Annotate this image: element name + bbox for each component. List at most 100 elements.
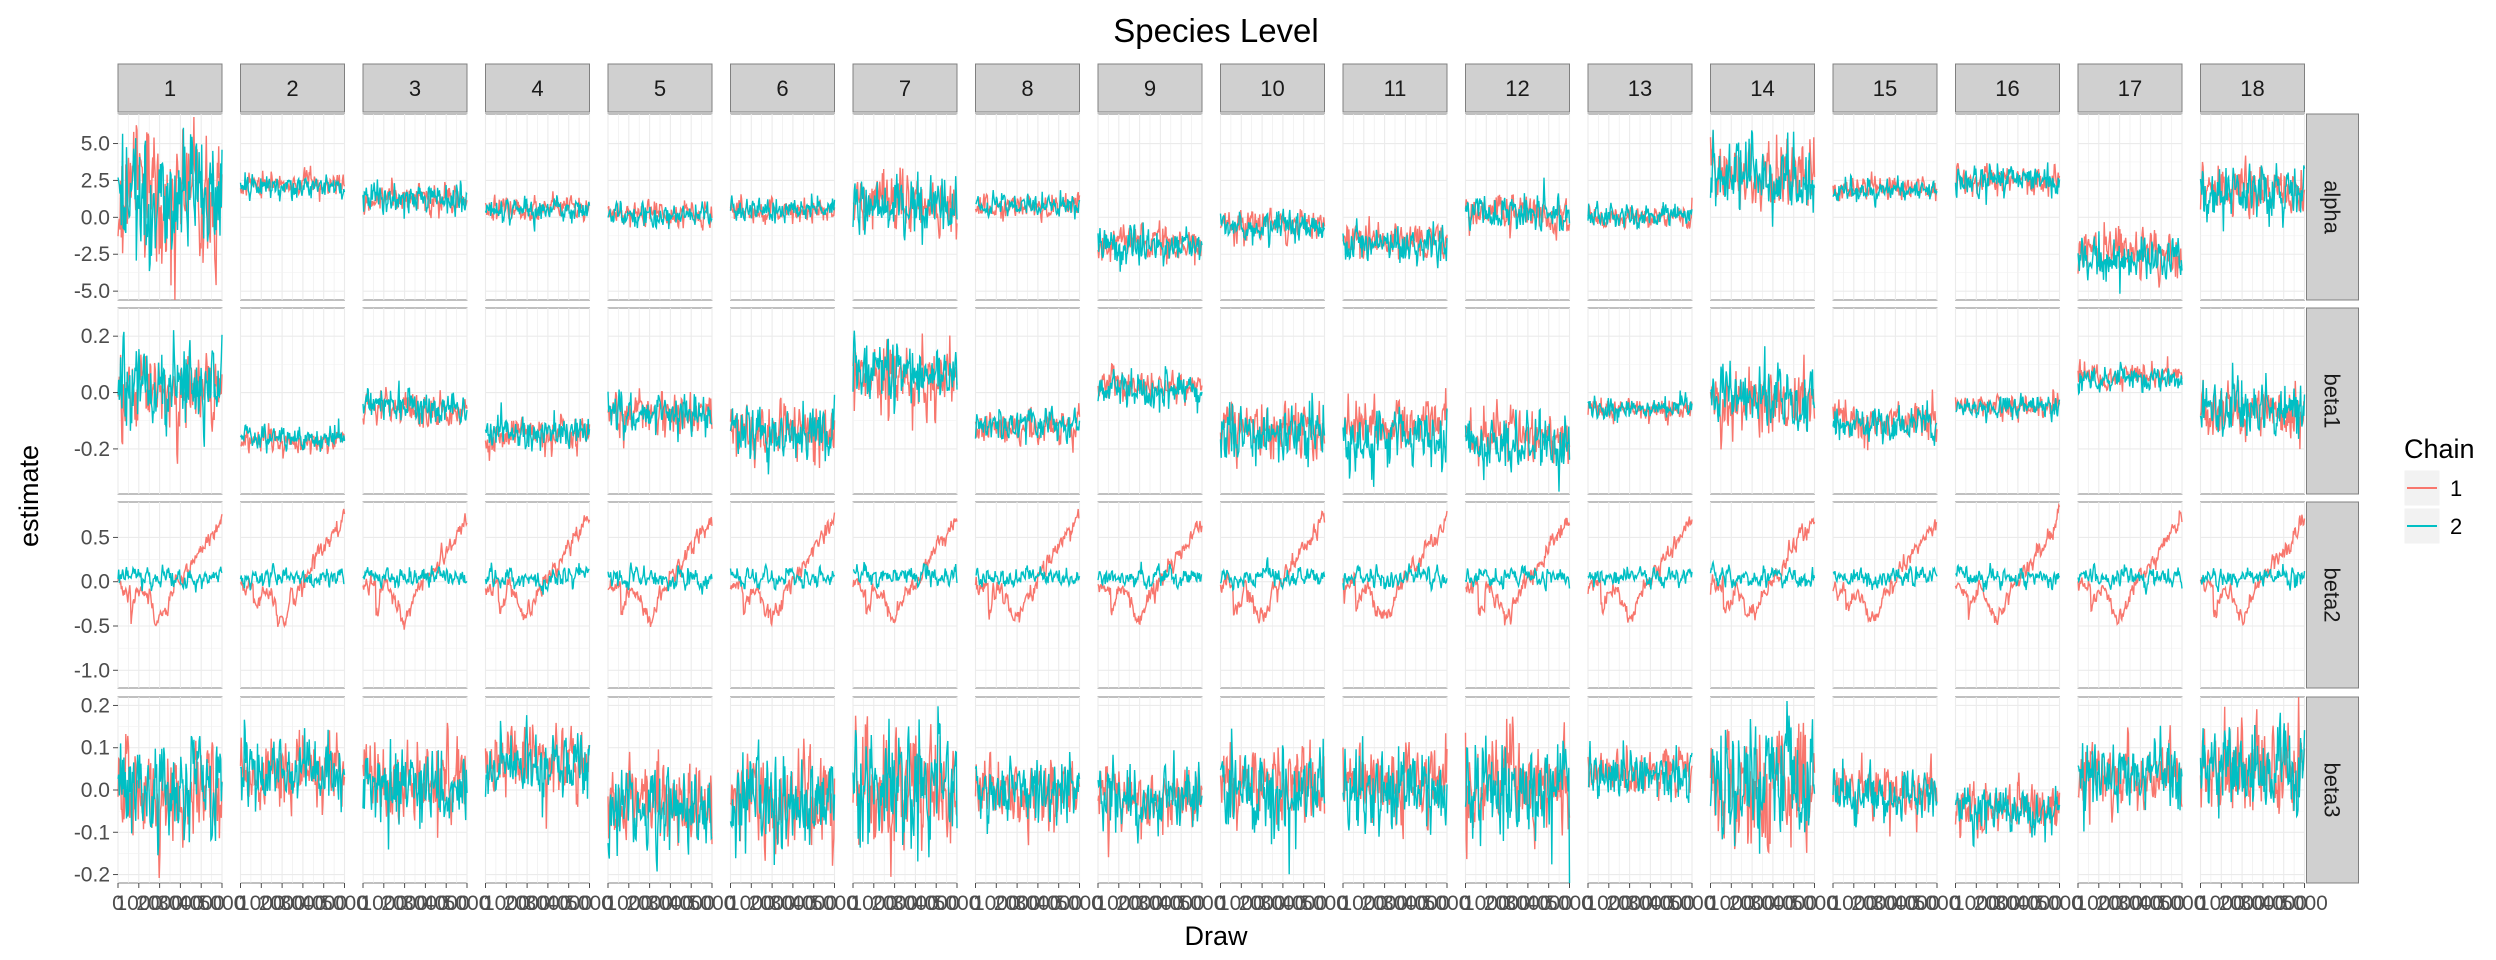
chain-2-trace [974,405,1081,445]
facet-panel [1709,501,1816,689]
x-tick-label: 1000 [115,892,162,915]
chain-1-trace [1097,520,1203,626]
chain-2-trace [2077,231,2183,294]
column-strip [1710,63,1815,113]
chain-2-trace [1710,346,1816,433]
column-strip-label: 18 [2240,76,2264,101]
facet-panel [2199,113,2306,301]
x-tick-label: 4000 [545,892,592,915]
facet-panel [2077,113,2183,301]
x-tick-label: 2000 [1239,892,1286,915]
x-tick-label: 2000 [1851,892,1898,915]
chain-2-trace [729,562,836,592]
facet-panel [2199,696,2306,884]
x-tick-label: 5000 [566,892,613,915]
y-tick-label: 0.0 [81,382,110,405]
x-tick-label: 0 [1950,892,1962,915]
chain-2-trace [1587,740,1693,803]
facet-panel [1709,696,1816,884]
x-tick-label: 0 [1460,892,1472,915]
facet-panel [1219,696,1326,884]
chain-2-trace [362,565,468,589]
chain-1-trace [484,515,591,621]
x-tick-label: 3000 [1260,892,1307,915]
chain-2-trace [1709,129,1816,227]
chain-2-trace [117,564,223,593]
chain-1-trace [729,512,836,628]
x-tick-label: 2000 [749,892,796,915]
chart-title: Species Level [1113,12,1318,49]
x-tick-label: 2000 [626,892,673,915]
x-tick-label: 4000 [2260,892,2307,915]
chain-2-trace [1709,700,1816,854]
chain-2-trace [1219,208,1326,248]
column-strip [1587,63,1693,113]
chain-2-trace [1587,200,1693,230]
chain-1-trace [1219,400,1326,469]
facet-panel [2199,307,2306,495]
chain-2-trace [974,751,1081,835]
facet-panel [607,696,713,884]
chain-2-trace [607,562,713,595]
chain-2-trace [2077,361,2183,396]
column-strip [607,63,713,113]
x-tick-label: 3000 [1627,892,1674,915]
column-strip [2077,63,2183,113]
column-strip-label: 8 [1021,76,1033,101]
column-strip [1220,63,1325,113]
chain-2-trace [2077,562,2183,595]
chain-1-trace [117,514,223,627]
x-tick-label: 5000 [1546,892,1593,915]
y-tick-label: -0.2 [74,438,110,461]
x-tick-label: 3000 [525,892,572,915]
x-tick-label: 2000 [871,892,918,915]
column-strip [1342,63,1448,113]
x-tick-label: 3000 [1015,892,1062,915]
column-strip-label: 11 [1384,76,1407,101]
column-strip-label: 3 [409,76,421,101]
y-tick-label: 0.5 [81,526,110,549]
column-strip-label: 17 [2118,76,2142,101]
x-tick-label: 2000 [259,892,306,915]
facet-panel [1097,113,1203,301]
chain-1-trace [1954,162,2061,198]
facet-panel [974,501,1081,689]
facet-panel [362,113,468,301]
x-tick-label: 0 [725,892,737,915]
x-tick-label: 2000 [381,892,428,915]
y-tick-label: 2.5 [81,169,110,192]
legend-entries: 12 [2403,469,2462,545]
row-strip [2306,696,2359,884]
x-tick-label: 4000 [1035,892,1082,915]
x-tick-label: 1000 [605,892,652,915]
y-tick-label: 0.2 [81,325,110,348]
facet-panel [607,113,713,301]
facet-panel [852,501,958,689]
x-tick-label: 3000 [280,892,327,915]
row-strip [2306,307,2359,495]
facet-panel [1219,307,1326,495]
chain-2-trace [1219,728,1326,875]
x-tick-label: 5000 [2159,892,2206,915]
x-tick-label: 4000 [2015,892,2062,915]
y-tick-label: 0.0 [81,206,110,229]
facet-panel [852,113,958,301]
x-tick-label: 5000 [2036,892,2083,915]
column-strip [730,63,835,113]
facet-panel [117,696,223,884]
x-tick-label: 5000 [689,892,736,915]
x-tick-label: 1000 [1218,892,1265,915]
legend-entry: 1 [2403,469,2462,507]
x-tick-label: 0 [357,892,369,915]
facet-panel [1587,696,1693,884]
x-tick-label: 3000 [2240,892,2287,915]
y-tick-label: -0.1 [74,821,110,844]
x-tick-label: 3000 [1872,892,1919,915]
facet-panel [1464,113,1571,301]
chain-1-trace [1832,519,1938,624]
facet-panel [974,307,1081,495]
x-tick-label: 5000 [1791,892,1838,915]
chain-1-trace [1097,220,1203,266]
facet-panel [1097,696,1203,884]
chain-2-trace [1097,222,1203,272]
